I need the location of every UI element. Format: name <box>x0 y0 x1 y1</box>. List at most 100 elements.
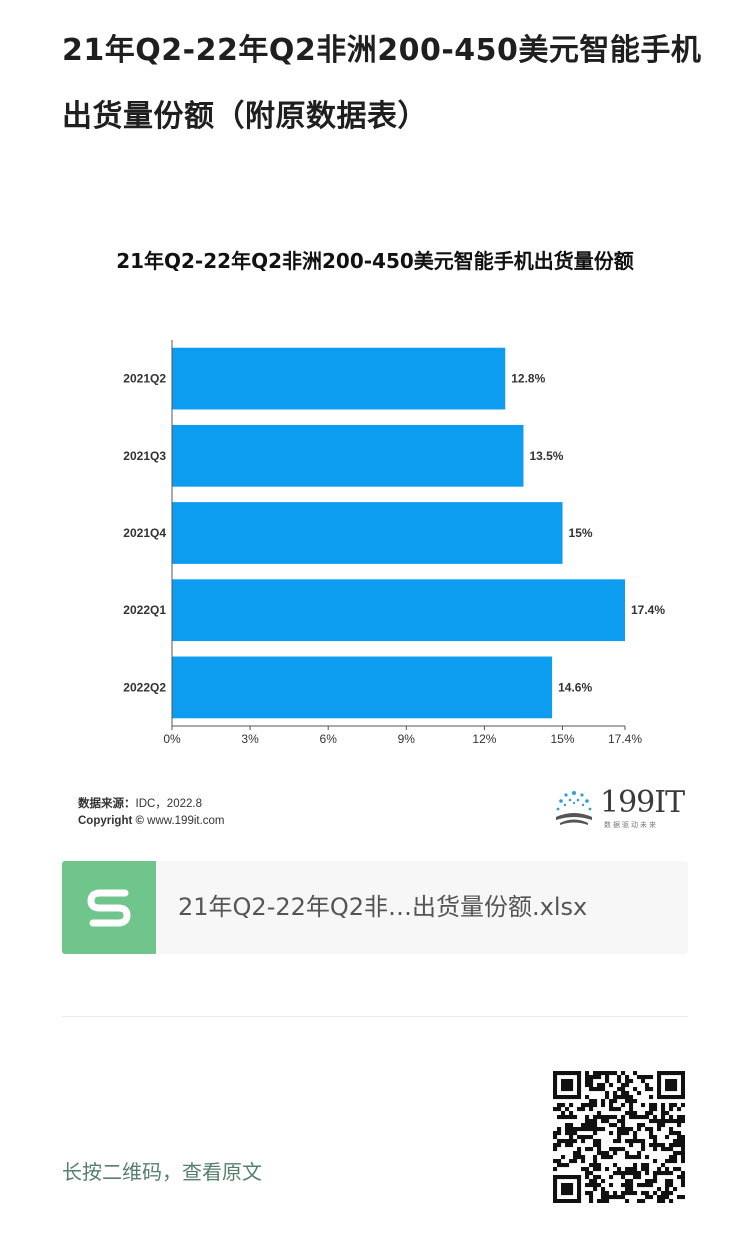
qr-module <box>553 1075 558 1080</box>
qr-module <box>553 1079 558 1084</box>
bar <box>172 579 625 642</box>
qr-module <box>653 1147 658 1152</box>
qr-module <box>677 1139 682 1144</box>
qr-module <box>593 1103 598 1108</box>
qr-module <box>569 1095 574 1100</box>
qr-module <box>681 1087 685 1092</box>
qr-module <box>557 1095 562 1100</box>
qr-module <box>625 1083 630 1088</box>
qr-module <box>669 1071 674 1076</box>
qr-module <box>649 1143 654 1148</box>
qr-module <box>669 1103 674 1108</box>
bar-value-label: 12.8% <box>511 372 545 386</box>
qr-module <box>677 1175 682 1180</box>
qr-module <box>613 1147 618 1152</box>
qr-module <box>577 1175 582 1180</box>
qr-module <box>661 1191 666 1196</box>
qr-module <box>557 1143 562 1148</box>
qr-module <box>629 1079 634 1084</box>
qr-module <box>649 1127 654 1132</box>
qr-module <box>597 1071 602 1076</box>
qr-module <box>609 1107 614 1112</box>
qr-module <box>605 1195 610 1200</box>
qr-module <box>565 1087 570 1092</box>
qr-module <box>593 1159 598 1164</box>
qr-module <box>621 1191 626 1196</box>
qr-module <box>645 1115 650 1120</box>
attachment-card[interactable]: 21年Q2-22年Q2非…出货量份额.xlsx <box>62 861 688 954</box>
qr-module <box>573 1115 578 1120</box>
qr-module <box>665 1071 670 1076</box>
qr-module <box>661 1107 666 1112</box>
qr-module <box>569 1087 574 1092</box>
x-tick-label: 12% <box>472 732 496 746</box>
qr-module <box>641 1075 646 1080</box>
qr-module <box>621 1091 626 1096</box>
qr-module <box>621 1095 626 1100</box>
qr-module <box>609 1131 614 1136</box>
qr-module <box>673 1087 678 1092</box>
qr-module <box>601 1103 606 1108</box>
qr-module <box>577 1091 582 1096</box>
qr-module <box>661 1163 666 1168</box>
qr-module <box>593 1127 598 1132</box>
qr-module <box>617 1107 622 1112</box>
qr-module <box>649 1107 654 1112</box>
qr-module <box>669 1179 674 1184</box>
qr-module <box>613 1191 618 1196</box>
qr-module <box>593 1075 598 1080</box>
qr-module <box>577 1155 582 1160</box>
qr-module <box>621 1115 626 1120</box>
qr-module <box>573 1199 578 1203</box>
qr-module <box>657 1079 662 1084</box>
qr-module <box>633 1155 638 1160</box>
qr-module <box>577 1107 582 1112</box>
qr-module <box>653 1119 658 1124</box>
qr-module <box>673 1071 678 1076</box>
qr-module <box>565 1143 570 1148</box>
attachment-file-name[interactable]: 21年Q2-22年Q2非…出货量份额.xlsx <box>178 893 588 921</box>
qr-module <box>673 1155 678 1160</box>
qr-module <box>637 1155 642 1160</box>
qr-module <box>649 1135 654 1140</box>
qr-code-icon[interactable] <box>553 1071 685 1203</box>
qr-module <box>581 1103 586 1108</box>
qr-module <box>617 1127 622 1132</box>
qr-module <box>681 1079 685 1084</box>
qr-module <box>605 1155 610 1160</box>
qr-module <box>617 1139 622 1144</box>
qr-module <box>617 1087 622 1092</box>
qr-module <box>613 1139 618 1144</box>
qr-module <box>669 1155 674 1160</box>
qr-module <box>601 1195 606 1200</box>
qr-module <box>593 1115 598 1120</box>
qr-module <box>585 1123 590 1128</box>
qr-module <box>637 1171 642 1176</box>
qr-module <box>641 1167 646 1172</box>
qr-module <box>629 1187 634 1192</box>
qr-module <box>617 1075 622 1080</box>
qr-module <box>649 1087 654 1092</box>
qr-module <box>617 1195 622 1200</box>
qr-module <box>657 1087 662 1092</box>
qr-module <box>669 1087 674 1092</box>
data-source-label: 数据来源： <box>78 798 136 810</box>
qr-module <box>621 1119 626 1124</box>
qr-module <box>653 1115 658 1120</box>
qr-module <box>657 1123 662 1128</box>
qr-module <box>677 1071 682 1076</box>
qr-module <box>553 1095 558 1100</box>
qr-module <box>597 1175 602 1180</box>
qr-module <box>665 1179 670 1184</box>
qr-module <box>589 1163 594 1168</box>
qr-module <box>609 1175 614 1180</box>
qr-module <box>669 1127 674 1132</box>
qr-module <box>585 1135 590 1140</box>
qr-module <box>589 1119 594 1124</box>
qr-module <box>605 1115 610 1120</box>
qr-module <box>677 1107 682 1112</box>
qr-module <box>557 1175 562 1180</box>
qr-module <box>577 1199 582 1203</box>
qr-module <box>665 1187 670 1192</box>
qr-module <box>561 1083 566 1088</box>
